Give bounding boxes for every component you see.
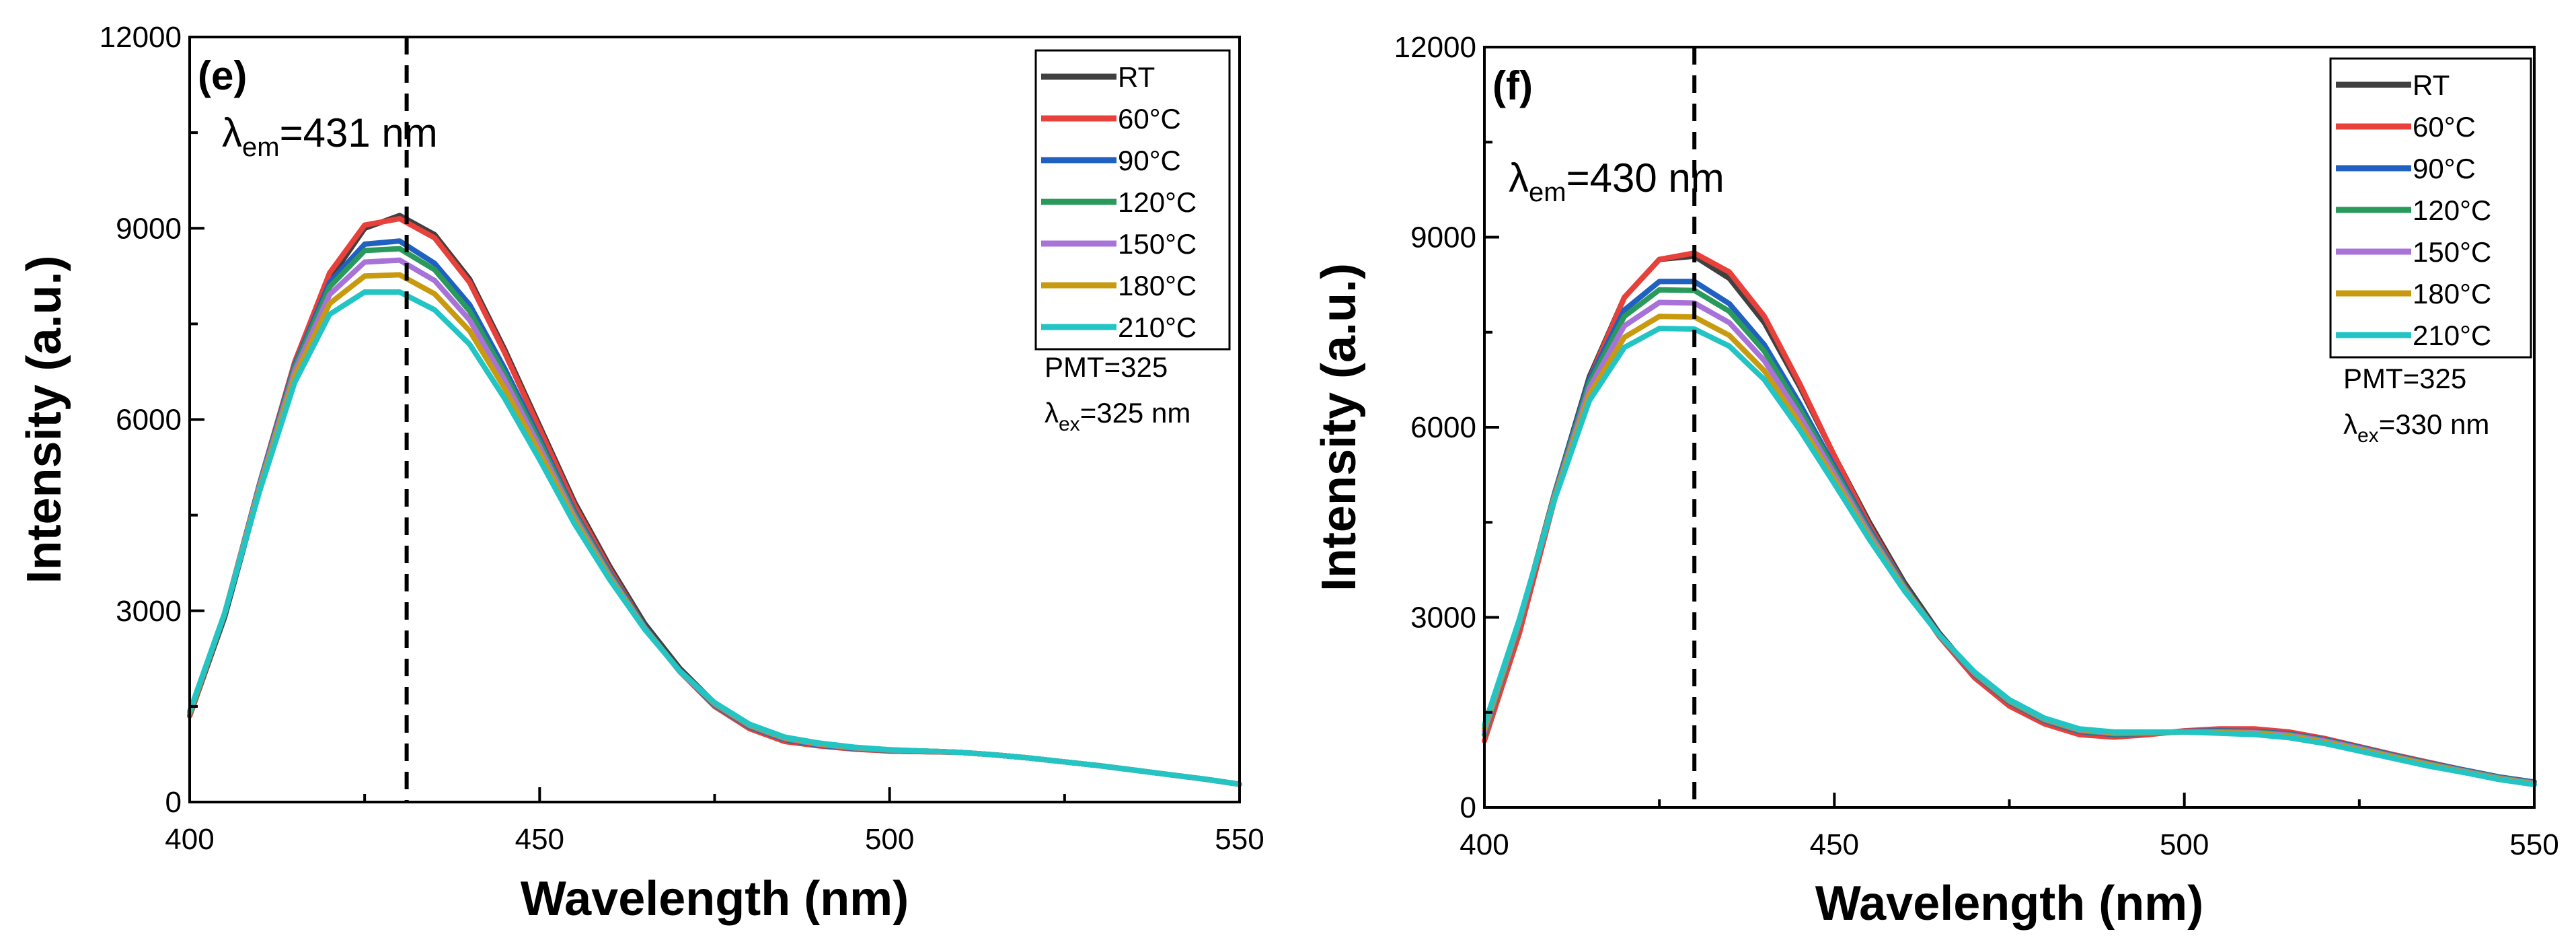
x-tick-label: 550 xyxy=(2509,828,2559,861)
emission-annotation: λem=430 nm xyxy=(1509,155,1725,207)
annotation-value: =431 nm xyxy=(280,110,438,155)
legend-label: 120°C xyxy=(1118,186,1197,218)
emission-annotation: λem=431 nm xyxy=(222,110,438,162)
legend-label: 180°C xyxy=(1118,270,1197,301)
annotation-subscript: em xyxy=(242,133,280,162)
y-tick-label: 0 xyxy=(1460,791,1476,824)
y-tick-label: 6000 xyxy=(116,404,182,437)
legend-label: RT xyxy=(1118,61,1155,93)
y-tick-label: 9000 xyxy=(116,212,182,245)
y-tick-label: 6000 xyxy=(1410,411,1476,444)
x-axis-title: Wavelength (nm) xyxy=(521,872,909,926)
note-value: =330 nm xyxy=(2379,408,2490,440)
legend-label: 120°C xyxy=(2413,194,2491,226)
y-tick-label: 3000 xyxy=(1410,602,1476,635)
x-tick-label: 400 xyxy=(1460,828,1509,861)
x-tick-label: 450 xyxy=(1810,828,1859,861)
note-value: =325 nm xyxy=(1080,397,1191,429)
series-line-210c xyxy=(187,289,1242,787)
y-tick-label: 9000 xyxy=(1410,221,1476,254)
x-tick-label: 400 xyxy=(165,823,214,856)
x-tick-label: 500 xyxy=(865,823,914,856)
legend-label: 210°C xyxy=(2413,320,2491,351)
excitation-note: λex=325 nm xyxy=(1045,397,1190,435)
y-tick-label: 12000 xyxy=(1394,31,1476,64)
legend-label: 60°C xyxy=(1118,103,1181,135)
legend-label: 210°C xyxy=(1118,312,1197,343)
y-axis-title: Intensity (a.u.) xyxy=(17,255,71,583)
legend-label: 180°C xyxy=(2413,278,2491,310)
lambda-symbol: λ xyxy=(1045,397,1059,429)
note-subscript: ex xyxy=(1059,413,1080,435)
x-tick-label: 500 xyxy=(2160,828,2209,861)
chart-panel-e: 400 450 500 550 0 3000 6000 9000 12000 Wavelength… xyxy=(17,21,1264,926)
series-line-210c xyxy=(1482,326,2537,788)
y-tick-label: 3000 xyxy=(116,595,182,628)
lambda-symbol: λ xyxy=(2343,408,2357,440)
lambda-symbol: λ xyxy=(1509,155,1529,201)
legend-label: 90°C xyxy=(1118,145,1181,176)
annotation-subscript: em xyxy=(1529,178,1566,207)
x-tick-label: 450 xyxy=(515,823,564,856)
annotation-value: =430 nm xyxy=(1566,155,1725,201)
panel-label: (f) xyxy=(1492,63,1533,108)
panel-label: (e) xyxy=(198,53,247,98)
y-tick-label: 12000 xyxy=(100,21,182,54)
legend-label: 150°C xyxy=(1118,228,1197,260)
legend-label: 150°C xyxy=(2413,236,2491,268)
pmt-note: PMT=325 xyxy=(1045,351,1168,383)
x-axis-title: Wavelength (nm) xyxy=(1815,877,2203,931)
note-subscript: ex xyxy=(2357,425,2379,447)
legend-label: 90°C xyxy=(2413,153,2476,184)
pmt-note: PMT=325 xyxy=(2343,363,2466,394)
y-axis-title: Intensity (a.u.) xyxy=(1312,263,1366,591)
chart-panel-f: 400 450 500 550 0 3000 6000 9000 12000 Wavelength… xyxy=(1312,31,2559,931)
legend-label: 60°C xyxy=(2413,111,2476,143)
y-tick-label: 0 xyxy=(165,786,182,819)
excitation-note: λex=330 nm xyxy=(2343,408,2489,447)
legend-label: RT xyxy=(2413,69,2450,101)
x-tick-label: 550 xyxy=(1215,823,1264,856)
lambda-symbol: λ xyxy=(222,110,242,155)
